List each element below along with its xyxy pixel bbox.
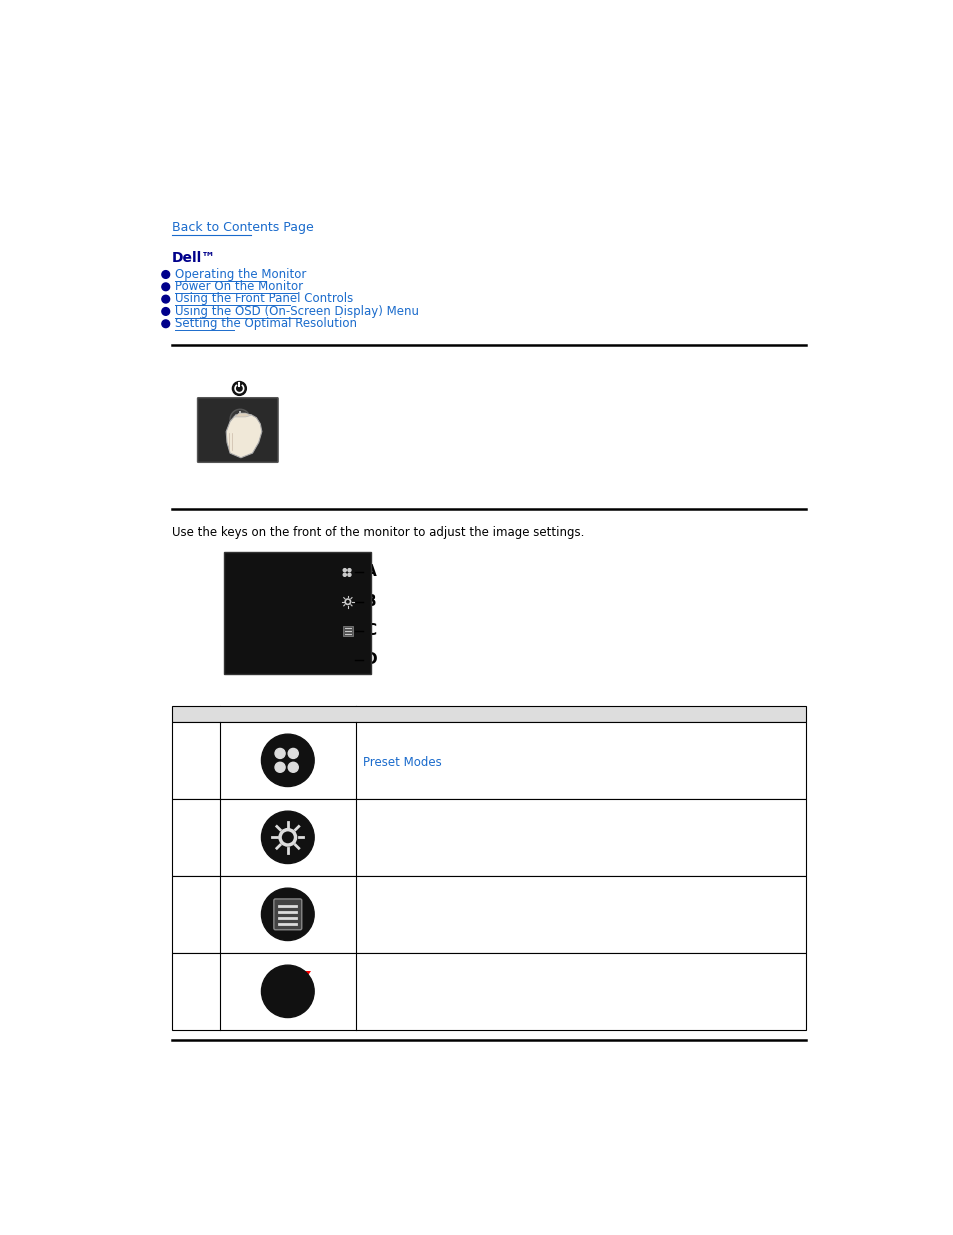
Ellipse shape xyxy=(261,734,314,787)
Text: Using the OSD (On-Screen Display) Menu: Using the OSD (On-Screen Display) Menu xyxy=(174,305,418,317)
Bar xyxy=(224,552,371,674)
FancyBboxPatch shape xyxy=(197,398,278,462)
Bar xyxy=(172,876,805,953)
Text: A: A xyxy=(365,564,376,579)
Text: Preset Modes: Preset Modes xyxy=(363,756,441,768)
Circle shape xyxy=(162,270,170,278)
Circle shape xyxy=(162,320,170,327)
Polygon shape xyxy=(226,414,261,458)
Bar xyxy=(172,706,805,721)
Text: Operating the Monitor: Operating the Monitor xyxy=(174,268,306,280)
Text: D: D xyxy=(365,652,377,667)
Text: Use the keys on the front of the monitor to adjust the image settings.: Use the keys on the front of the monitor… xyxy=(172,526,583,540)
Text: Brightness/Contrast: Brightness/Contrast xyxy=(232,595,342,605)
Circle shape xyxy=(288,762,298,772)
Circle shape xyxy=(162,308,170,315)
Text: Power On the Monitor: Power On the Monitor xyxy=(174,280,303,293)
Text: X: X xyxy=(343,652,355,667)
Ellipse shape xyxy=(261,811,314,863)
Text: C: C xyxy=(365,622,375,637)
Text: Preset Modes: Preset Modes xyxy=(232,566,306,576)
Text: Exit: Exit xyxy=(232,653,253,663)
Circle shape xyxy=(162,283,170,290)
Bar xyxy=(172,953,805,1030)
FancyBboxPatch shape xyxy=(274,899,301,930)
Circle shape xyxy=(230,409,250,430)
Polygon shape xyxy=(233,412,251,417)
Circle shape xyxy=(348,573,351,577)
Circle shape xyxy=(348,568,351,572)
Text: Back to Contents Page: Back to Contents Page xyxy=(172,221,314,235)
Text: X: X xyxy=(276,969,311,1013)
Circle shape xyxy=(343,568,346,572)
FancyBboxPatch shape xyxy=(343,626,353,636)
Text: Setting the Optimal Resolution: Setting the Optimal Resolution xyxy=(174,317,356,330)
Text: B: B xyxy=(365,594,376,609)
Text: Dell™: Dell™ xyxy=(172,251,215,266)
Circle shape xyxy=(233,382,246,395)
Ellipse shape xyxy=(261,888,314,941)
Bar xyxy=(172,799,805,876)
Circle shape xyxy=(343,573,346,577)
Circle shape xyxy=(274,748,285,758)
Text: Menu: Menu xyxy=(232,625,262,635)
Circle shape xyxy=(162,295,170,303)
Text: Using the Front Panel Controls: Using the Front Panel Controls xyxy=(174,293,353,305)
Bar xyxy=(172,721,805,799)
Ellipse shape xyxy=(261,966,314,1018)
Circle shape xyxy=(274,762,285,772)
Circle shape xyxy=(288,748,298,758)
